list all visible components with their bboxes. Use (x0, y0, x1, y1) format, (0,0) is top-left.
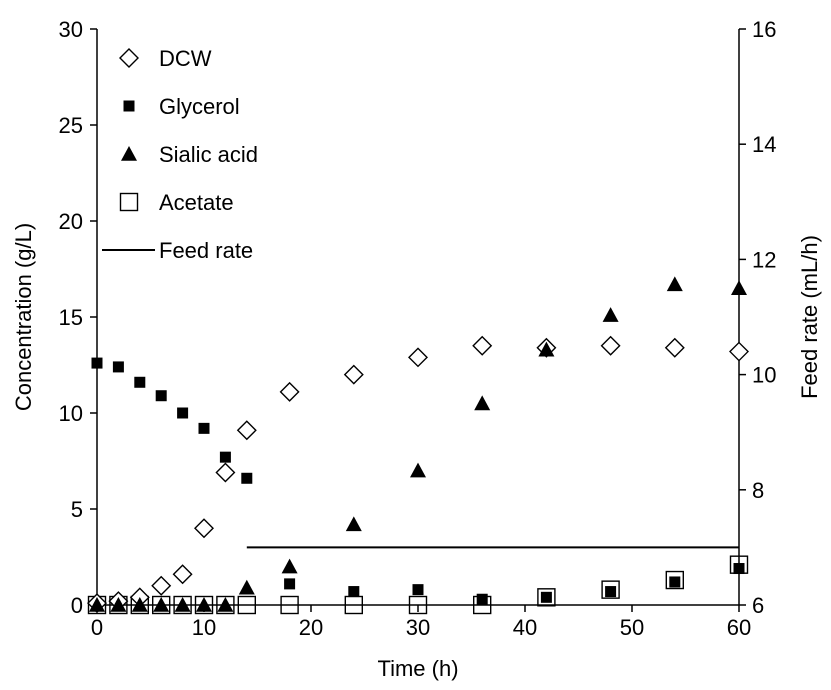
legend-swatch (119, 48, 139, 68)
glycerol-point (241, 472, 253, 484)
glycerol-point (91, 357, 103, 369)
sialic-acid-point (538, 341, 555, 357)
data-marks (87, 276, 749, 615)
sialic-acid-point (474, 395, 491, 411)
glycerol-point (476, 593, 488, 605)
x-tick-label: 0 (91, 615, 103, 640)
sialic-acid-point (153, 597, 170, 612)
glycerol-point (155, 390, 167, 402)
sialic-acid-point (174, 597, 191, 612)
acetate-point (280, 595, 299, 615)
legend-item-feed-rate: Feed rate (102, 238, 253, 263)
glycerol-point (198, 422, 210, 434)
y-tick-label: 10 (59, 401, 83, 426)
x-tick-label: 50 (620, 615, 644, 640)
sialic-acid-point (217, 597, 234, 612)
dcw-point (664, 337, 685, 358)
dcw-point (215, 462, 236, 483)
y-tick-label: 15 (59, 305, 83, 330)
series-dcw (87, 335, 749, 614)
glycerol-point (733, 563, 745, 575)
glycerol-point (219, 451, 231, 463)
legend-swatch (123, 100, 135, 112)
x-tick-label: 60 (727, 615, 751, 640)
legend-label: Glycerol (159, 94, 240, 119)
y2-tick-label: 14 (752, 132, 776, 157)
legend-label: DCW (159, 46, 212, 71)
legend-item-glycerol: Glycerol (123, 94, 240, 119)
dcw-point (172, 564, 193, 585)
x-tick-label: 40 (513, 615, 537, 640)
acetate-point (237, 595, 257, 615)
sialic-acid-point (666, 276, 683, 292)
glycerol-point (284, 578, 296, 590)
dcw-point (279, 381, 300, 402)
glycerol-point (669, 576, 681, 588)
legend-swatch (119, 192, 139, 212)
glycerol-point (605, 586, 617, 598)
y-axis-title: Concentration (g/L) (11, 223, 36, 411)
legend-item-sialic-acid: Sialic acid (121, 142, 258, 167)
y-tick-label: 30 (59, 17, 83, 42)
tick-labels: 0 10 20 30 40 50 60 0 5 10 15 20 25 30 6 8 10 12 14 16 (59, 17, 777, 640)
legend-label: Sialic acid (159, 142, 258, 167)
x-tick-label: 10 (192, 615, 216, 640)
series-glycerol (91, 357, 745, 605)
dcw-point (600, 335, 621, 356)
sialic-acid-point (131, 597, 148, 612)
acetate-point (601, 580, 620, 599)
acetate-point (151, 595, 171, 615)
sialic-acid-point (345, 516, 362, 532)
acetate-point (537, 588, 556, 607)
legend-label: Acetate (159, 190, 234, 215)
y2-tick-label: 8 (752, 478, 764, 503)
y2-tick-label: 6 (752, 593, 764, 618)
dcw-point (236, 420, 257, 441)
sialic-acid-point (196, 597, 212, 612)
glycerol-point (348, 586, 360, 598)
sialic-acid-point (731, 280, 747, 295)
glycerol-point (177, 407, 189, 419)
x-axis-title: Time (h) (377, 656, 458, 681)
legend-swatch (121, 146, 137, 161)
y-tick-label: 5 (71, 497, 83, 522)
dcw-point (194, 518, 214, 539)
y-tick-label: 20 (59, 209, 83, 234)
acetate-point (665, 570, 684, 590)
y2-axis-title: Feed rate (mL/h) (797, 235, 822, 399)
glycerol-point (134, 376, 146, 388)
y2-tick-label: 16 (752, 17, 776, 42)
dcw-point (151, 575, 172, 596)
sialic-acid-point (281, 558, 298, 574)
x-tick-label: 30 (406, 615, 430, 640)
y2-tick-label: 12 (752, 247, 776, 272)
series-sialic-acid (89, 276, 747, 612)
dcw-point (408, 347, 428, 368)
glycerol-point (540, 591, 552, 603)
acetate-point (408, 595, 428, 615)
x-tick-label: 20 (299, 615, 323, 640)
dcw-point (343, 364, 364, 385)
y2-tick-label: 10 (752, 363, 776, 388)
sialic-acid-point (110, 597, 127, 612)
acetate-point (216, 595, 235, 615)
acetate-point (194, 595, 214, 615)
sialic-acid-point (410, 462, 426, 478)
y-tick-label: 25 (59, 113, 83, 138)
legend-item-acetate: Acetate (119, 190, 234, 215)
glycerol-point (412, 584, 424, 596)
sialic-acid-point (602, 307, 619, 322)
dcw-point (472, 335, 493, 356)
legend-label: Feed rate (159, 238, 253, 263)
legend: DCW Glycerol Sialic acid Acetate Feed rate (102, 46, 258, 263)
y-tick-label: 0 (71, 593, 83, 618)
sialic-acid-point (238, 579, 255, 595)
legend-item-dcw: DCW (119, 46, 212, 71)
dcw-point (729, 341, 749, 362)
series-acetate (87, 555, 749, 615)
acetate-point (173, 595, 192, 615)
sialic-acid-point (89, 597, 105, 612)
glycerol-point (112, 361, 124, 373)
